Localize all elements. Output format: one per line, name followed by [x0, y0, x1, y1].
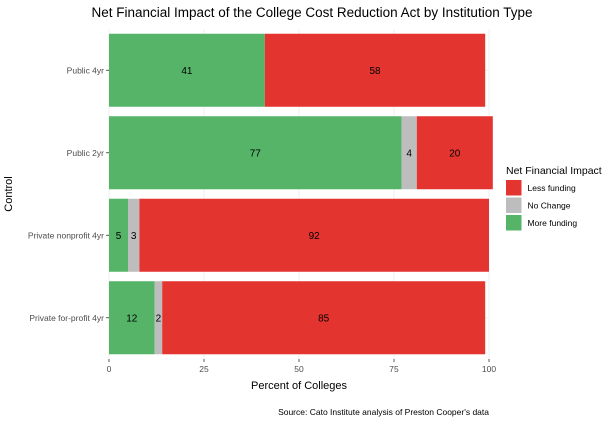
bar-segment — [416, 116, 493, 190]
data-label: 4 — [406, 148, 412, 159]
legend-title: Net Financial Impact — [506, 165, 602, 177]
data-label: 85 — [318, 313, 330, 324]
y-tick-label: Public 4yr — [67, 65, 104, 75]
y-axis-ticks: Public 4yr Public 2yr Private nonprofit 4y… — [28, 65, 109, 323]
legend-label: Less funding — [528, 183, 576, 193]
data-label: 92 — [309, 231, 321, 242]
y-tick-label: Private for-profit 4yr — [29, 313, 104, 323]
y-tick-label: Public 2yr — [67, 148, 104, 158]
data-label: 12 — [126, 313, 138, 324]
data-label: 2 — [156, 313, 162, 324]
bar-segment — [109, 33, 265, 107]
x-tick-label: 0 — [107, 364, 112, 374]
x-axis-ticks: 0 25 50 75 100 — [107, 359, 496, 374]
legend-key — [506, 197, 522, 213]
data-labels: 41 58 77 4 20 5 3 92 12 2 85 — [116, 66, 461, 325]
legend-key — [506, 215, 522, 231]
chart-caption: Source: Cato Institute analysis of Prest… — [278, 407, 489, 417]
legend-label: More funding — [528, 218, 578, 228]
bar-segment — [264, 33, 486, 107]
legend: Net Financial Impact Less funding No Chan… — [506, 165, 602, 231]
legend-label: No Change — [528, 200, 571, 210]
y-tick-label: Private nonprofit 4yr — [28, 230, 104, 240]
bars — [109, 33, 493, 355]
chart-title: Net Financial Impact of the College Cost… — [92, 5, 533, 20]
bar-segment — [128, 198, 140, 272]
data-label: 41 — [181, 66, 193, 77]
bar-segment — [109, 281, 155, 355]
data-label: 20 — [449, 148, 461, 159]
bar-segment — [401, 116, 417, 190]
x-tick-label: 50 — [294, 364, 304, 374]
x-axis-title: Percent of Colleges — [251, 380, 347, 392]
data-label: 77 — [250, 148, 262, 159]
data-label: 3 — [131, 231, 137, 242]
legend-key — [506, 180, 522, 196]
bar-segment — [162, 281, 486, 355]
bar-segment — [154, 281, 163, 355]
bar-segment — [109, 198, 128, 272]
x-tick-label: 75 — [389, 364, 399, 374]
bar-segment — [139, 198, 489, 272]
x-tick-label: 100 — [482, 364, 496, 374]
y-axis-title: Control — [3, 176, 15, 211]
data-label: 5 — [116, 231, 122, 242]
x-tick-label: 25 — [199, 364, 209, 374]
data-label: 58 — [369, 66, 381, 77]
bar-segment — [109, 116, 402, 190]
